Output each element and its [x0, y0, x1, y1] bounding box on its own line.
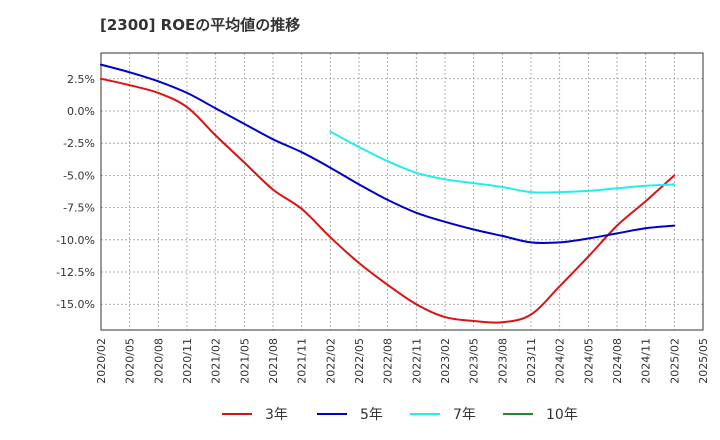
legend-label-3: 7年	[453, 407, 476, 423]
plot-border	[100, 52, 704, 331]
x-tick-label: 2023/11	[525, 338, 538, 384]
x-tick-label: 2021/02	[210, 338, 223, 384]
series-line-3	[329, 130, 676, 194]
y-tick-label: -12.5%	[56, 266, 95, 279]
legend-label-4: 10年	[546, 407, 578, 423]
x-tick-label: 2024/05	[582, 338, 595, 384]
x-tick-label: 2024/08	[611, 338, 624, 384]
x-tick-label: 2022/05	[353, 338, 366, 384]
x-tick-label: 2023/02	[439, 338, 452, 384]
x-tick-label: 2021/05	[238, 338, 251, 384]
x-tick-label: 2022/02	[324, 338, 337, 384]
y-tick-label: 0.0%	[67, 105, 95, 118]
y-tick-label: 2.5%	[67, 73, 95, 86]
x-tick-label: 2024/02	[554, 338, 567, 384]
x-tick-label: 2024/11	[640, 338, 653, 384]
y-tick-label: -2.5%	[63, 137, 95, 150]
series-line-2	[100, 63, 676, 245]
x-tick-label: 2020/02	[95, 338, 108, 384]
x-tick-label: 2021/11	[296, 338, 309, 384]
series-line-1	[100, 77, 676, 324]
x-tick-label: 2023/05	[468, 338, 481, 384]
legend-label-1: 3年	[265, 407, 288, 423]
x-tick-label: 2021/08	[267, 338, 280, 384]
y-tick-label: -15.0%	[56, 298, 95, 311]
x-tick-label: 2020/05	[124, 338, 137, 384]
x-tick-label: 2023/08	[496, 338, 509, 384]
y-tick-label: -7.5%	[63, 202, 95, 215]
x-tick-label: 2020/11	[181, 338, 194, 384]
y-tick-label: -5.0%	[63, 169, 95, 182]
x-tick-label: 2022/11	[410, 338, 423, 384]
x-tick-label: 2020/08	[152, 338, 165, 384]
plot-area	[101, 53, 703, 330]
y-tick-label: -10.0%	[56, 234, 95, 247]
legend-label-2: 5年	[360, 407, 383, 423]
x-tick-label: 2025/05	[697, 338, 710, 384]
x-tick-label: 2025/02	[668, 338, 681, 384]
x-tick-label: 2022/08	[382, 338, 395, 384]
chart-title: [2300] ROEの平均値の推移	[100, 16, 301, 34]
